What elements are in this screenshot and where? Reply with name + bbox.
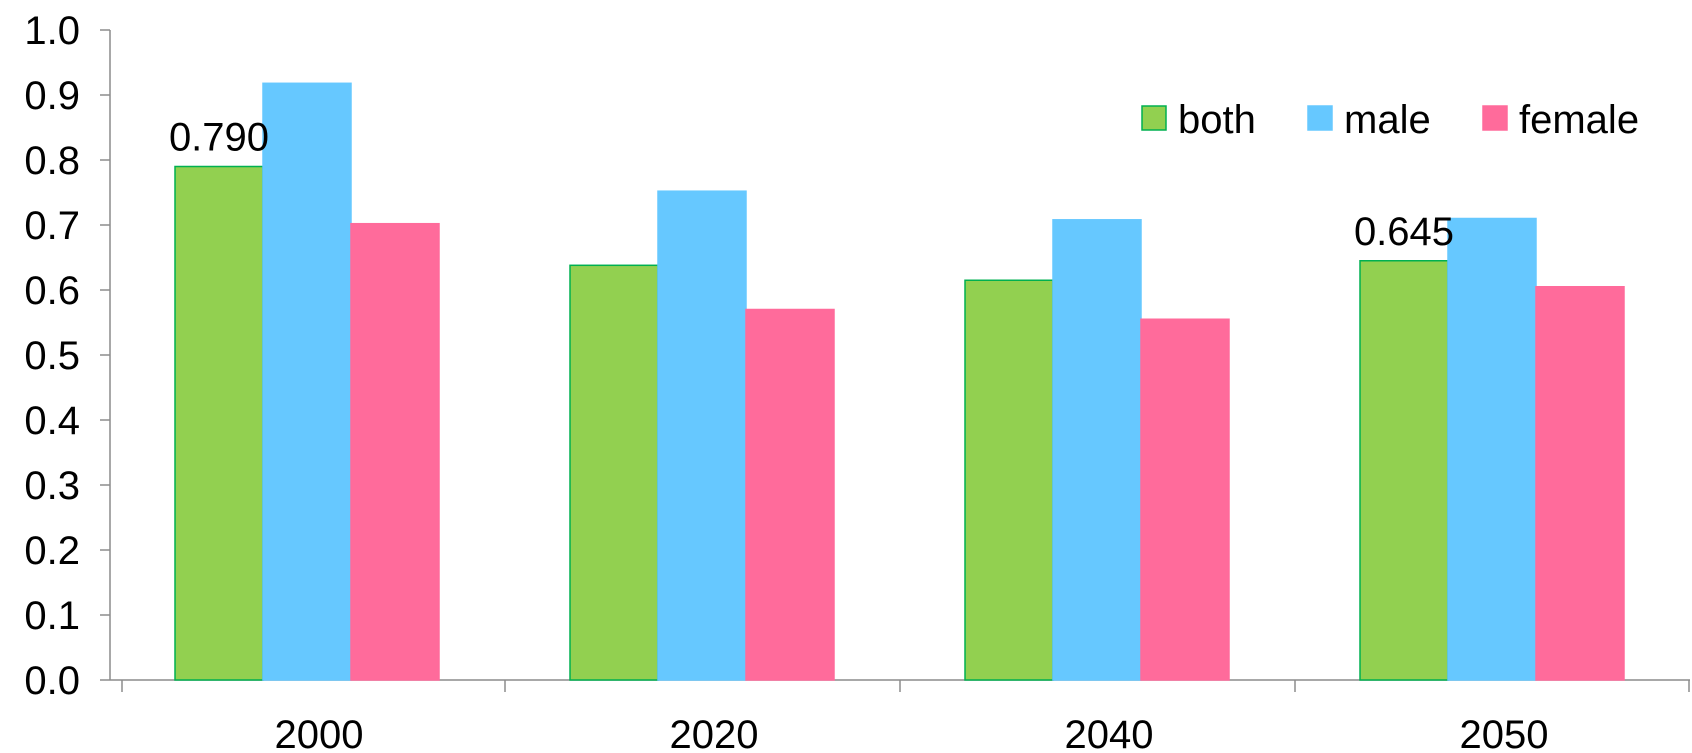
legend: both male female xyxy=(1141,98,1639,142)
legend-label-both: both xyxy=(1178,98,1256,142)
x-tick-label: 2040 xyxy=(1065,713,1154,753)
y-tick-label: 0.7 xyxy=(24,204,80,248)
bar-both-2000 xyxy=(174,165,264,681)
y-tick-label: 0.1 xyxy=(24,594,80,638)
bar-both-2050 xyxy=(1359,260,1449,681)
bar-both-2020 xyxy=(569,264,659,681)
x-tick-label: 2000 xyxy=(275,713,364,753)
bar-male-2050 xyxy=(1447,217,1537,681)
y-tick-label: 0.2 xyxy=(24,529,80,573)
bar-female-2000 xyxy=(350,222,440,681)
bar-male-2000 xyxy=(262,82,352,681)
data-label: 0.645 xyxy=(1354,210,1454,254)
y-tick-label: 1.0 xyxy=(24,9,80,53)
legend-swatch-both xyxy=(1141,105,1167,131)
data-labels: 0.790 0.645 xyxy=(169,116,1454,254)
legend-swatch-male xyxy=(1307,105,1333,131)
bar-female-2050 xyxy=(1535,286,1625,681)
y-tick-label: 0.6 xyxy=(24,269,80,313)
bar-female-2020 xyxy=(745,308,835,681)
x-tick-label: 2020 xyxy=(670,713,759,753)
x-tick-label: 2050 xyxy=(1460,713,1549,753)
bar-male-2020 xyxy=(657,190,747,681)
bar-male-2040 xyxy=(1052,219,1142,681)
y-tick-label: 0.3 xyxy=(24,464,80,508)
y-tick-label: 0.9 xyxy=(24,74,80,118)
legend-label-female: female xyxy=(1519,98,1639,142)
bar-female-2040 xyxy=(1140,318,1230,681)
y-tick-label: 0.4 xyxy=(24,399,80,443)
bar-both-2040 xyxy=(964,279,1054,681)
data-label: 0.790 xyxy=(169,116,269,160)
y-tick-label: 0.0 xyxy=(24,659,80,703)
y-tick-label: 0.8 xyxy=(24,139,80,183)
legend-label-male: male xyxy=(1344,98,1431,142)
y-tick-label: 0.5 xyxy=(24,334,80,378)
legend-swatch-female xyxy=(1482,105,1508,131)
axes: 0.0 0.1 0.2 0.3 0.4 0.5 0.6 0.7 0.8 0.9 1.0 2000 202… xyxy=(24,9,1690,753)
bars xyxy=(174,82,1625,681)
